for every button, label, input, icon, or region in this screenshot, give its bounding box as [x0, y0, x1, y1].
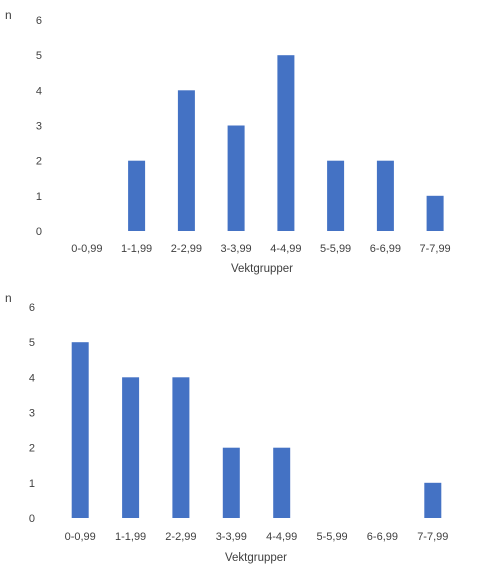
y-axis-label: n [5, 291, 12, 305]
x-axis-label: Vektgrupper [231, 263, 293, 275]
x-tick-label: 1-1,99 [121, 243, 152, 255]
y-tick-label: 6 [29, 302, 35, 314]
x-tick-label: 5-5,99 [316, 531, 347, 543]
x-tick-label: 7-7,99 [419, 243, 450, 255]
bar-6-6,99 [376, 160, 394, 231]
bar-1-1,99 [128, 160, 146, 231]
bar-4-4,99 [277, 55, 295, 232]
x-tick-label: 3-3,99 [220, 243, 251, 255]
chart-bottom: n Vektgrupper 0 1 2 3 4 5 6 0-0,99 1-1,99 2-2,99 3… [5, 291, 448, 564]
x-tick-label: 4-4,99 [270, 243, 301, 255]
y-tick-label: 3 [29, 408, 35, 420]
y-tick-label: 1 [29, 478, 35, 490]
x-tick-label: 6-6,99 [367, 531, 398, 543]
x-tick-label: 6-6,99 [370, 243, 401, 255]
bar-2-2,99 [172, 377, 190, 518]
x-tick-label: 4-4,99 [266, 531, 297, 543]
y-tick-label: 4 [29, 372, 35, 384]
bar-7-7,99 [424, 482, 442, 518]
bar-7-7,99 [426, 195, 444, 231]
bar-0-0,99 [71, 342, 89, 518]
y-tick-label: 2 [36, 156, 42, 168]
y-tick-label: 4 [36, 85, 42, 97]
y-tick-label: 1 [36, 191, 42, 203]
y-axis-label: n [5, 8, 12, 22]
chart-top: n Vektgrupper 0 1 2 3 4 5 6 0-0,99 1-1,99 2-2,99 3… [5, 8, 451, 275]
bar-3-3,99 [222, 447, 240, 518]
y-tick-label: 3 [36, 121, 42, 133]
x-axis-label: Vektgrupper [225, 552, 287, 564]
x-tick-label: 0-0,99 [71, 243, 102, 255]
x-tick-label: 3-3,99 [216, 531, 247, 543]
x-tick-label: 2-2,99 [165, 531, 196, 543]
bar-2-2,99 [177, 90, 195, 231]
y-tick-label: 0 [36, 226, 42, 238]
bar-3-3,99 [227, 125, 245, 231]
bar-1-1,99 [122, 377, 140, 518]
x-tick-label: 0-0,99 [65, 531, 96, 543]
x-tick-label: 7-7,99 [417, 531, 448, 543]
bar-5-5,99 [327, 160, 345, 231]
x-tick-label: 2-2,99 [171, 243, 202, 255]
y-tick-label: 6 [36, 15, 42, 27]
y-tick-label: 0 [29, 513, 35, 525]
bar-4-4,99 [273, 447, 291, 518]
y-tick-label: 2 [29, 443, 35, 455]
y-tick-label: 5 [29, 337, 35, 349]
x-tick-label: 5-5,99 [320, 243, 351, 255]
x-tick-label: 1-1,99 [115, 531, 146, 543]
y-tick-label: 5 [36, 50, 42, 62]
